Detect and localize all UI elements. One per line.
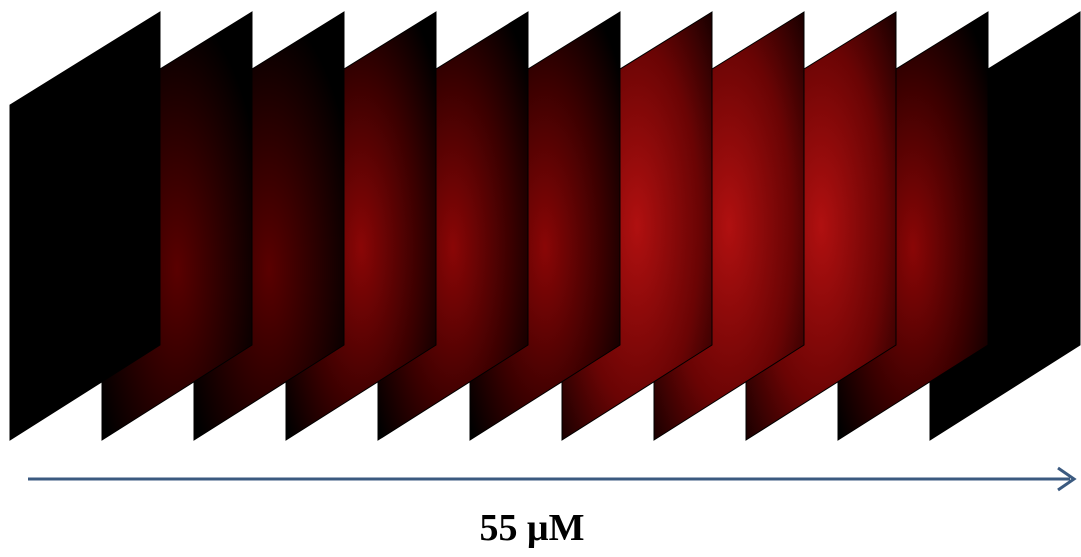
arrow-head	[1057, 466, 1077, 492]
image-stack	[9, 11, 1081, 441]
concentration-label: 55 μM	[480, 507, 585, 549]
image-slice	[9, 11, 161, 441]
